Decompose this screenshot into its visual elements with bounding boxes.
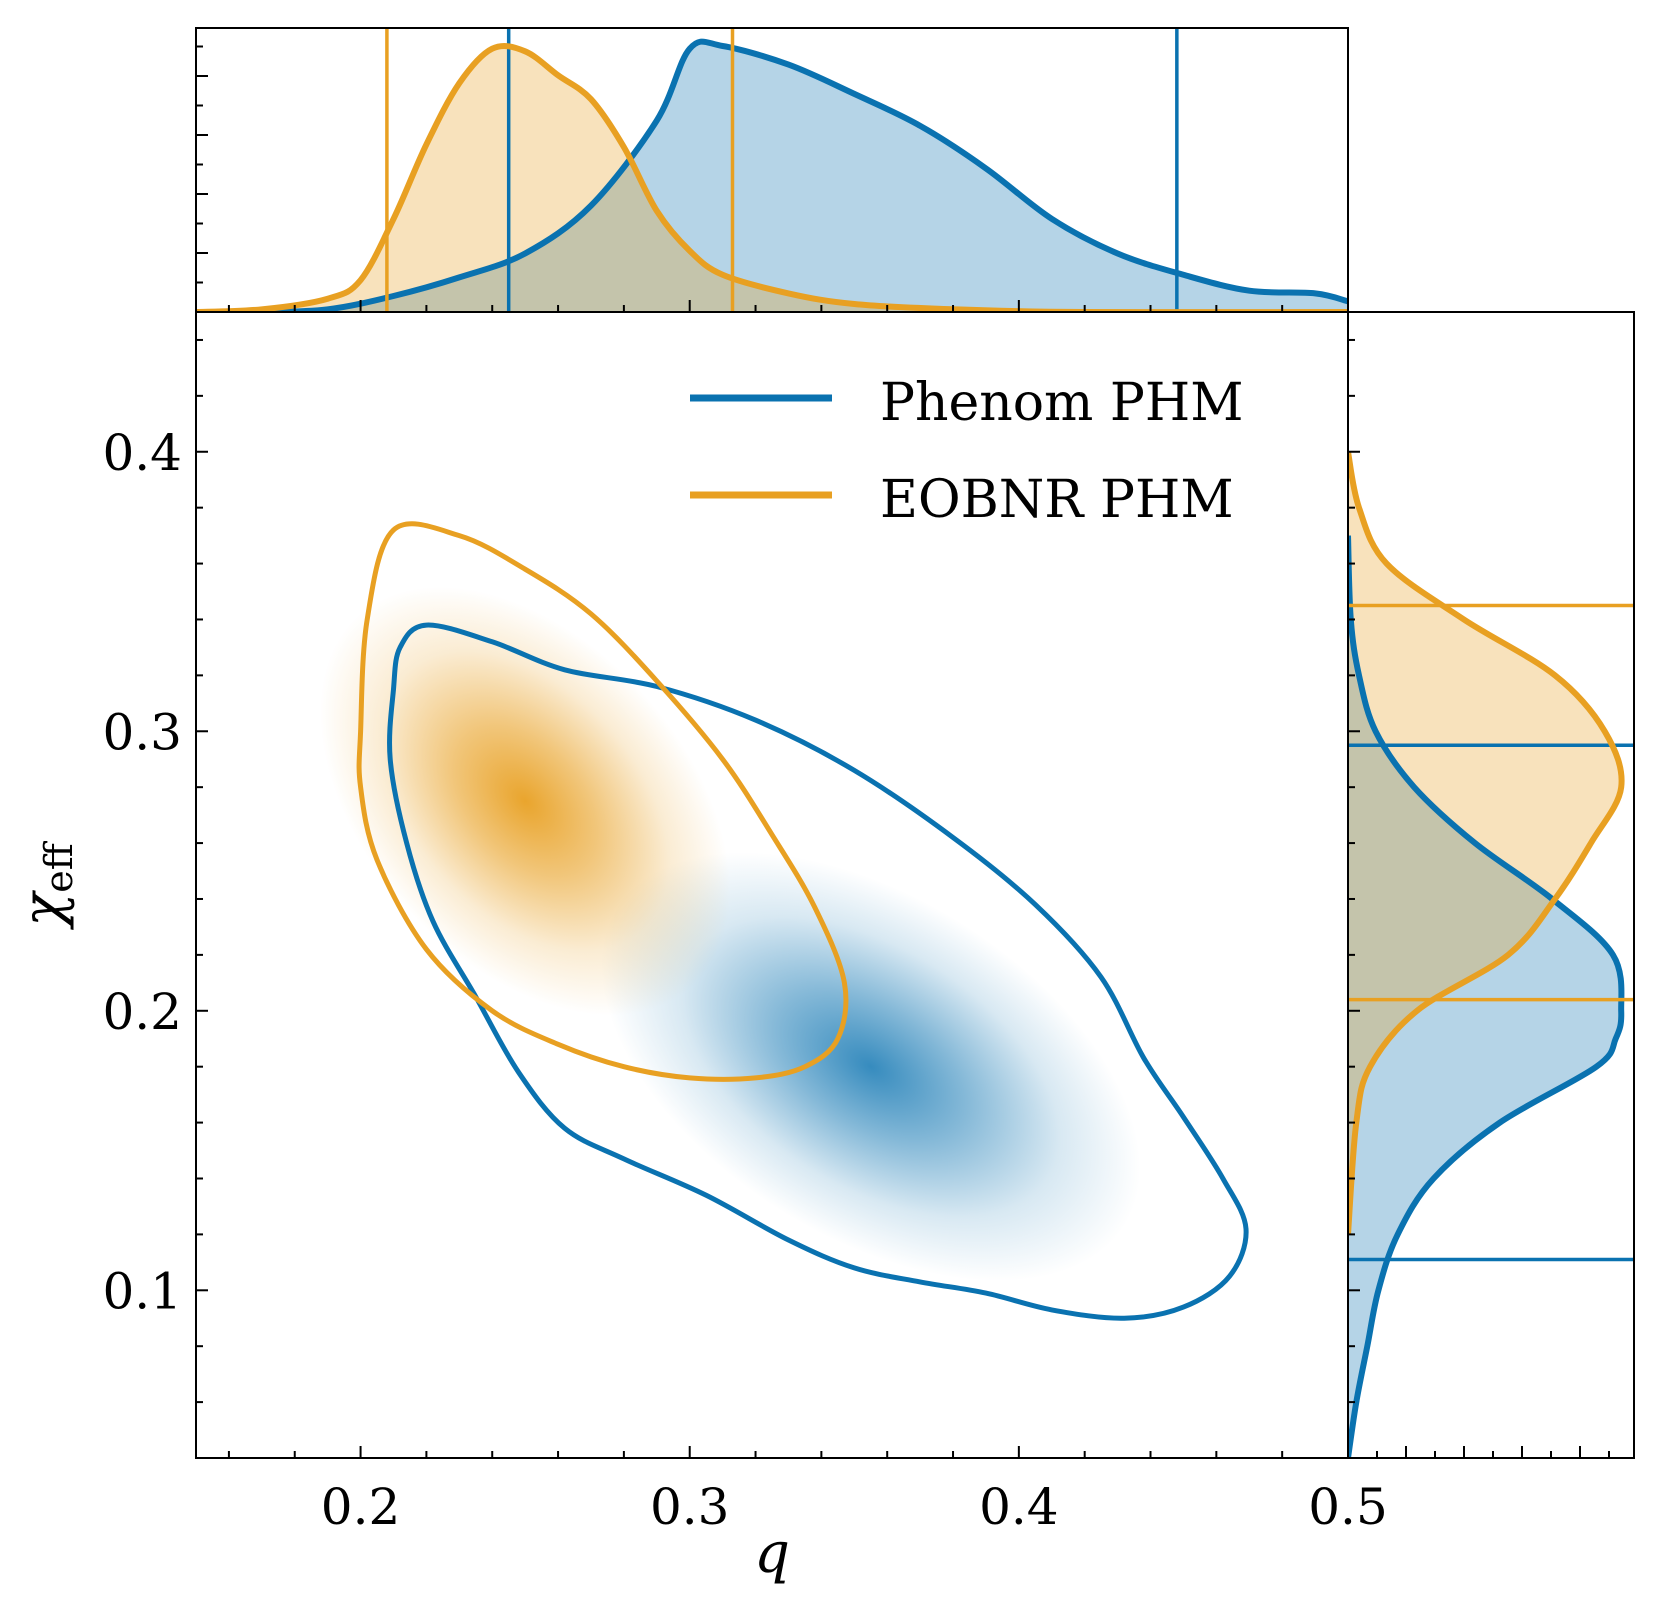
joint-density-frame bbox=[195, 311, 1349, 1459]
phenom-q-marginal-line bbox=[196, 38, 1348, 312]
y-tick-label: 0.1 bbox=[102, 1262, 182, 1320]
x-tick-label: 0.3 bbox=[650, 1478, 730, 1536]
eobnr-chi-marginal-fill bbox=[1348, 451, 1622, 1235]
x-axis-label: q bbox=[754, 1521, 790, 1586]
phenom-q-marginal-fill bbox=[196, 41, 1348, 312]
y-tick-label: 0.2 bbox=[102, 983, 182, 1041]
phenom-chi-marginal-fill bbox=[1348, 535, 1622, 1458]
y-axis-label-main: χ bbox=[11, 890, 76, 931]
phenom-contour-90 bbox=[387, 622, 1249, 1321]
legend-label-eobnr: EOBNR PHM bbox=[880, 470, 1234, 530]
eobnr-density bbox=[319, 586, 731, 1016]
eobnr-q-marginal-line bbox=[196, 42, 1348, 312]
y-tick-label: 0.4 bbox=[102, 424, 182, 482]
phenom-density bbox=[600, 852, 1141, 1282]
y-tick-label: 0.3 bbox=[102, 703, 182, 761]
y-axis-label-subscript: eff bbox=[37, 840, 81, 892]
q-marginal-panel bbox=[195, 27, 1349, 313]
y-axis-label-symbol: χeff bbox=[11, 840, 81, 930]
chi-marginal-curves bbox=[1348, 451, 1634, 1458]
x-tick-label: 0.4 bbox=[979, 1478, 1059, 1536]
eobnr-chi-marginal-line bbox=[1348, 451, 1625, 1235]
joint-density-ticks bbox=[196, 338, 1349, 1458]
chi-marginal-ticks bbox=[1347, 338, 1610, 1458]
q-marginal-curves bbox=[196, 28, 1348, 312]
q-marginal-ticks bbox=[196, 45, 1349, 313]
legend: Phenom PHM EOBNR PHM bbox=[690, 373, 1243, 530]
tick-labels: 0.2 0.3 0.4 0.5 0.1 0.2 0.3 0.4 bbox=[102, 424, 1387, 1536]
y-axis-label: χeff bbox=[11, 840, 81, 930]
legend-label-phenom: Phenom PHM bbox=[880, 373, 1243, 433]
phenom-chi-marginal-line bbox=[1348, 535, 1625, 1458]
chi-marginal-panel bbox=[1347, 311, 1635, 1459]
eobnr-q-marginal-fill bbox=[196, 45, 1348, 312]
joint-density-content bbox=[319, 521, 1249, 1321]
joint-density-panel: 0.2 0.3 0.4 0.5 0.1 0.2 0.3 0.4 bbox=[102, 311, 1388, 1536]
eobnr-contour-90 bbox=[356, 521, 849, 1082]
x-tick-label: 0.2 bbox=[321, 1478, 401, 1536]
x-tick-label: 0.5 bbox=[1308, 1478, 1388, 1536]
